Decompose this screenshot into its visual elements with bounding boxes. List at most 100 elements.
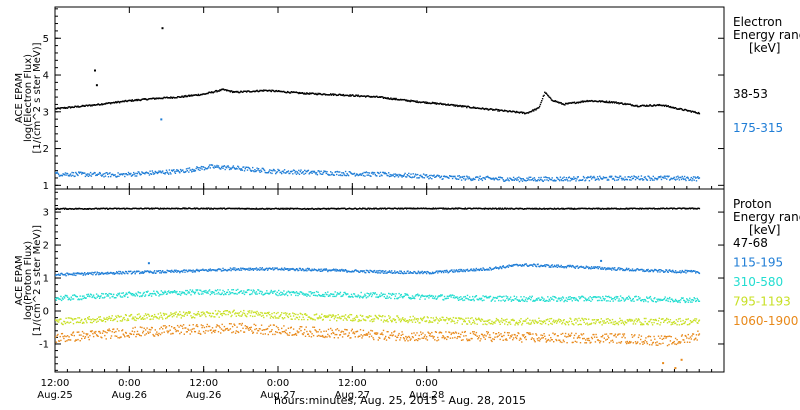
- data-point: [469, 106, 471, 109]
- data-point: [538, 107, 540, 109]
- data-point: [189, 207, 191, 210]
- data-point: [628, 103, 630, 105]
- data-point: [486, 268, 488, 270]
- data-point: [556, 176, 558, 179]
- data-point: [664, 270, 666, 273]
- data-point: [446, 208, 449, 210]
- data-point: [164, 173, 166, 175]
- data-point: [402, 295, 405, 298]
- data-point: [353, 172, 356, 175]
- data-point: [619, 295, 622, 297]
- data-point: [286, 315, 289, 317]
- data-point: [61, 273, 64, 275]
- data-point: [319, 270, 321, 272]
- data-point: [352, 271, 354, 273]
- data-point: [292, 268, 295, 270]
- data-point: [449, 175, 452, 177]
- data-point: [433, 297, 435, 300]
- data-point: [386, 207, 388, 210]
- data-point: [117, 100, 119, 103]
- data-point: [628, 179, 631, 181]
- data-point: [116, 316, 118, 319]
- data-point: [209, 268, 211, 270]
- data-point: [314, 171, 316, 174]
- data-point: [344, 317, 346, 319]
- data-point: [291, 318, 293, 320]
- data-point: [463, 105, 466, 108]
- data-point: [144, 173, 146, 175]
- data-point: [458, 270, 460, 273]
- data-point: [521, 111, 523, 113]
- data-point: [588, 207, 591, 210]
- data-point: [466, 268, 469, 271]
- data-point: [288, 313, 290, 316]
- data-point: [596, 178, 598, 181]
- data-point: [205, 315, 207, 318]
- data-point: [316, 295, 319, 297]
- data-point: [69, 173, 72, 175]
- data-point: [533, 177, 536, 179]
- data-point: [100, 295, 102, 297]
- data-point: [89, 105, 92, 107]
- data-point: [98, 171, 101, 174]
- data-point: [139, 272, 142, 274]
- data-point: [294, 207, 296, 210]
- data-point: [229, 91, 232, 93]
- data-point: [302, 316, 304, 318]
- data-point: [176, 169, 178, 171]
- data-point: [611, 298, 614, 300]
- data-point: [590, 297, 593, 299]
- data-point: [683, 175, 686, 178]
- data-point: [680, 271, 683, 273]
- data-point: [314, 294, 316, 297]
- data-point: [222, 289, 224, 292]
- data-point: [276, 317, 278, 319]
- data-point: [638, 269, 640, 271]
- data-point: [646, 296, 648, 298]
- data-point: [182, 169, 184, 171]
- data-point: [249, 167, 251, 170]
- data-point: [70, 296, 72, 298]
- data-point: [583, 177, 585, 179]
- data-point: [112, 295, 114, 298]
- data-point: [216, 164, 218, 167]
- data-point: [408, 175, 411, 177]
- data-point: [109, 297, 111, 299]
- data-point: [360, 208, 362, 210]
- data-point: [76, 296, 78, 298]
- data-point: [230, 208, 232, 210]
- data-point: [626, 296, 628, 299]
- data-point: [503, 180, 505, 182]
- data-point: [295, 268, 298, 270]
- data-point: [697, 299, 699, 301]
- data-point: [460, 268, 463, 271]
- data-point: [194, 270, 196, 272]
- data-point: [258, 170, 261, 172]
- data-point: [599, 297, 602, 299]
- data-point: [185, 311, 188, 314]
- data-point: [630, 104, 632, 106]
- data-point: [593, 100, 596, 102]
- data-point: [324, 170, 327, 173]
- data-point: [341, 270, 344, 272]
- data-point: [265, 292, 267, 294]
- data-point: [275, 312, 278, 315]
- data-point: [560, 102, 562, 104]
- data-point: [448, 208, 450, 210]
- data-point: [221, 208, 223, 210]
- data-point: [251, 310, 253, 312]
- data-point: [230, 90, 232, 92]
- data-point: [695, 112, 697, 114]
- data-point: [115, 272, 117, 275]
- data-point: [103, 207, 105, 210]
- data-point: [648, 105, 650, 107]
- data-point: [696, 176, 698, 179]
- data-point: [337, 314, 339, 316]
- data-point: [293, 313, 295, 315]
- data-point: [340, 269, 342, 271]
- data-point: [268, 208, 270, 210]
- data-point: [243, 268, 246, 270]
- data-point: [331, 93, 333, 96]
